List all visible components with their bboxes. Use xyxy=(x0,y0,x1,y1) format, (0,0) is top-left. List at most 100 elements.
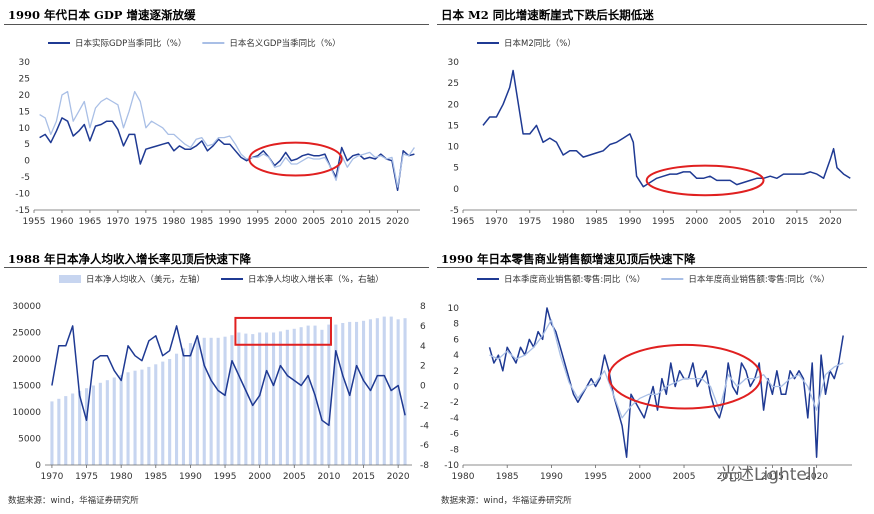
bar-1972 xyxy=(64,396,68,465)
x-tick-label: 1960 xyxy=(51,217,74,227)
title-divider xyxy=(4,267,429,268)
series-line-0 xyxy=(39,117,415,192)
bar-1989 xyxy=(181,348,185,465)
legend-label: 日本净人均收入增长率（%，右轴） xyxy=(248,274,384,285)
y-tick-label: 30 xyxy=(448,58,460,68)
x-tick-label: 1995 xyxy=(584,472,607,482)
bar-1993 xyxy=(209,337,213,465)
y2-tick-label: 2 xyxy=(420,362,426,372)
bar-2018 xyxy=(382,316,386,465)
panel-gdp: 1990 年代日本 GDP 增速逐渐放缓 1955 1960 1965 1970 197… xyxy=(0,0,437,250)
x-tick-label: 1990 xyxy=(218,217,241,227)
legend-label: 日本名义GDP当季同比（%） xyxy=(229,38,340,49)
y-tick-label: 20 xyxy=(19,91,31,101)
x-tick-label: 1970 xyxy=(40,472,63,482)
y-tick-label: 30000 xyxy=(12,302,41,312)
x-tick-label: 2005 xyxy=(719,217,742,227)
x-tick-label: 2020 xyxy=(805,472,828,482)
highlight-ellipse xyxy=(248,141,343,177)
legend-swatch xyxy=(59,275,81,283)
x-tick-label: 1955 xyxy=(23,217,46,227)
bar-2021 xyxy=(403,318,407,465)
bar-2002 xyxy=(272,332,276,465)
y-tick-label: -15 xyxy=(15,206,30,216)
y-tick-label: 25000 xyxy=(12,329,41,339)
gdp-chart: 1955 1960 1965 1970 1975 1980 1985 1990 1995 2000… xyxy=(15,38,420,227)
source-note: 数据来源：wind，华福证券研究所 xyxy=(8,496,139,506)
x-tick-label: 1965 xyxy=(78,217,101,227)
bar-2012 xyxy=(341,323,345,465)
y-tick-label: 15 xyxy=(19,107,30,117)
x-tick-label: 2020 xyxy=(819,217,842,227)
bar-1985 xyxy=(154,364,158,465)
x-tick-label: 2005 xyxy=(673,472,696,482)
x-tick-label: 2020 xyxy=(387,472,410,482)
x-tick-label: 1980 xyxy=(552,217,575,227)
x-tick-label: 2010 xyxy=(717,472,740,482)
y-tick-label: 5000 xyxy=(18,435,41,445)
x-tick-label: 2005 xyxy=(302,217,325,227)
x-tick-label: 2010 xyxy=(752,217,775,227)
chart-title: 1990 年日本零售商业销售额增速见顶后快速下降 xyxy=(441,252,696,266)
legend-label: 日本实际GDP当季同比（%） xyxy=(75,38,186,49)
bar-1997 xyxy=(237,332,241,465)
x-tick-label: 1995 xyxy=(246,217,269,227)
series-line-0 xyxy=(488,307,844,458)
bar-1984 xyxy=(147,366,151,465)
y-tick-label: 30 xyxy=(19,58,31,68)
bar-2014 xyxy=(355,321,359,465)
y-tick-label: 4 xyxy=(453,351,459,361)
y-tick-label: 10000 xyxy=(12,408,41,418)
bar-2003 xyxy=(278,331,282,465)
y-tick-label: 8 xyxy=(453,320,459,330)
legend-label: 日本净人均收入（美元，左轴） xyxy=(86,274,205,285)
y-tick-label: 25 xyxy=(19,74,30,84)
title-divider xyxy=(437,267,867,268)
bar-2006 xyxy=(299,327,303,465)
x-tick-label: 2010 xyxy=(330,217,353,227)
legend-label: 日本年度商业销售额:零售:同比（%） xyxy=(688,274,829,285)
y-tick-label: -8 xyxy=(450,445,459,455)
y-tick-label: 20000 xyxy=(12,355,41,365)
bar-2015 xyxy=(362,320,366,465)
y-tick-label: 0 xyxy=(453,383,459,393)
bar-2017 xyxy=(375,318,379,465)
y2-tick-label: 4 xyxy=(420,342,426,352)
bar-2010 xyxy=(327,324,331,465)
series-line-1 xyxy=(489,319,844,419)
x-tick-label: 2000 xyxy=(248,472,271,482)
x-tick-label: 2010 xyxy=(317,472,340,482)
y2-tick-label: -6 xyxy=(420,441,429,451)
bar-1987 xyxy=(168,359,172,465)
panel-m2: 日本 M2 同比增速断崖式下跌后长期低迷 1965 1970 1975 1980 198… xyxy=(437,0,874,250)
bar-1995 xyxy=(223,336,227,465)
legend-label: 日本M2同比（%） xyxy=(504,38,576,49)
x-tick-label: 1990 xyxy=(618,217,641,227)
y-tick-label: 5 xyxy=(24,140,30,150)
x-tick-label: 1995 xyxy=(652,217,675,227)
x-tick-label: 1990 xyxy=(540,472,563,482)
bar-1992 xyxy=(202,337,206,465)
income-chart: 1970 1975 1980 1985 1990 1995 2000 2005 2010 2015… xyxy=(12,274,429,482)
y-tick-label: 0 xyxy=(24,157,30,167)
bar-1991 xyxy=(195,340,199,465)
bar-1973 xyxy=(71,393,75,465)
bar-1999 xyxy=(251,334,255,465)
y-tick-label: 15 xyxy=(448,121,459,131)
bar-2005 xyxy=(292,328,296,465)
x-tick-label: 2015 xyxy=(352,472,375,482)
x-tick-label: 1975 xyxy=(134,217,157,227)
y-tick-label: -5 xyxy=(21,173,30,183)
y-tick-label: 2 xyxy=(453,367,459,377)
x-tick-label: 1975 xyxy=(75,472,98,482)
x-tick-label: 1980 xyxy=(452,472,475,482)
x-tick-label: 2015 xyxy=(785,217,808,227)
x-tick-label: 1975 xyxy=(518,217,541,227)
x-tick-label: 1985 xyxy=(144,472,167,482)
bar-1975 xyxy=(85,388,89,465)
y2-tick-label: 8 xyxy=(420,302,426,312)
bar-1979 xyxy=(112,377,116,465)
y-tick-label: -10 xyxy=(15,190,30,200)
x-tick-label: 1985 xyxy=(585,217,608,227)
bar-2009 xyxy=(320,329,324,465)
